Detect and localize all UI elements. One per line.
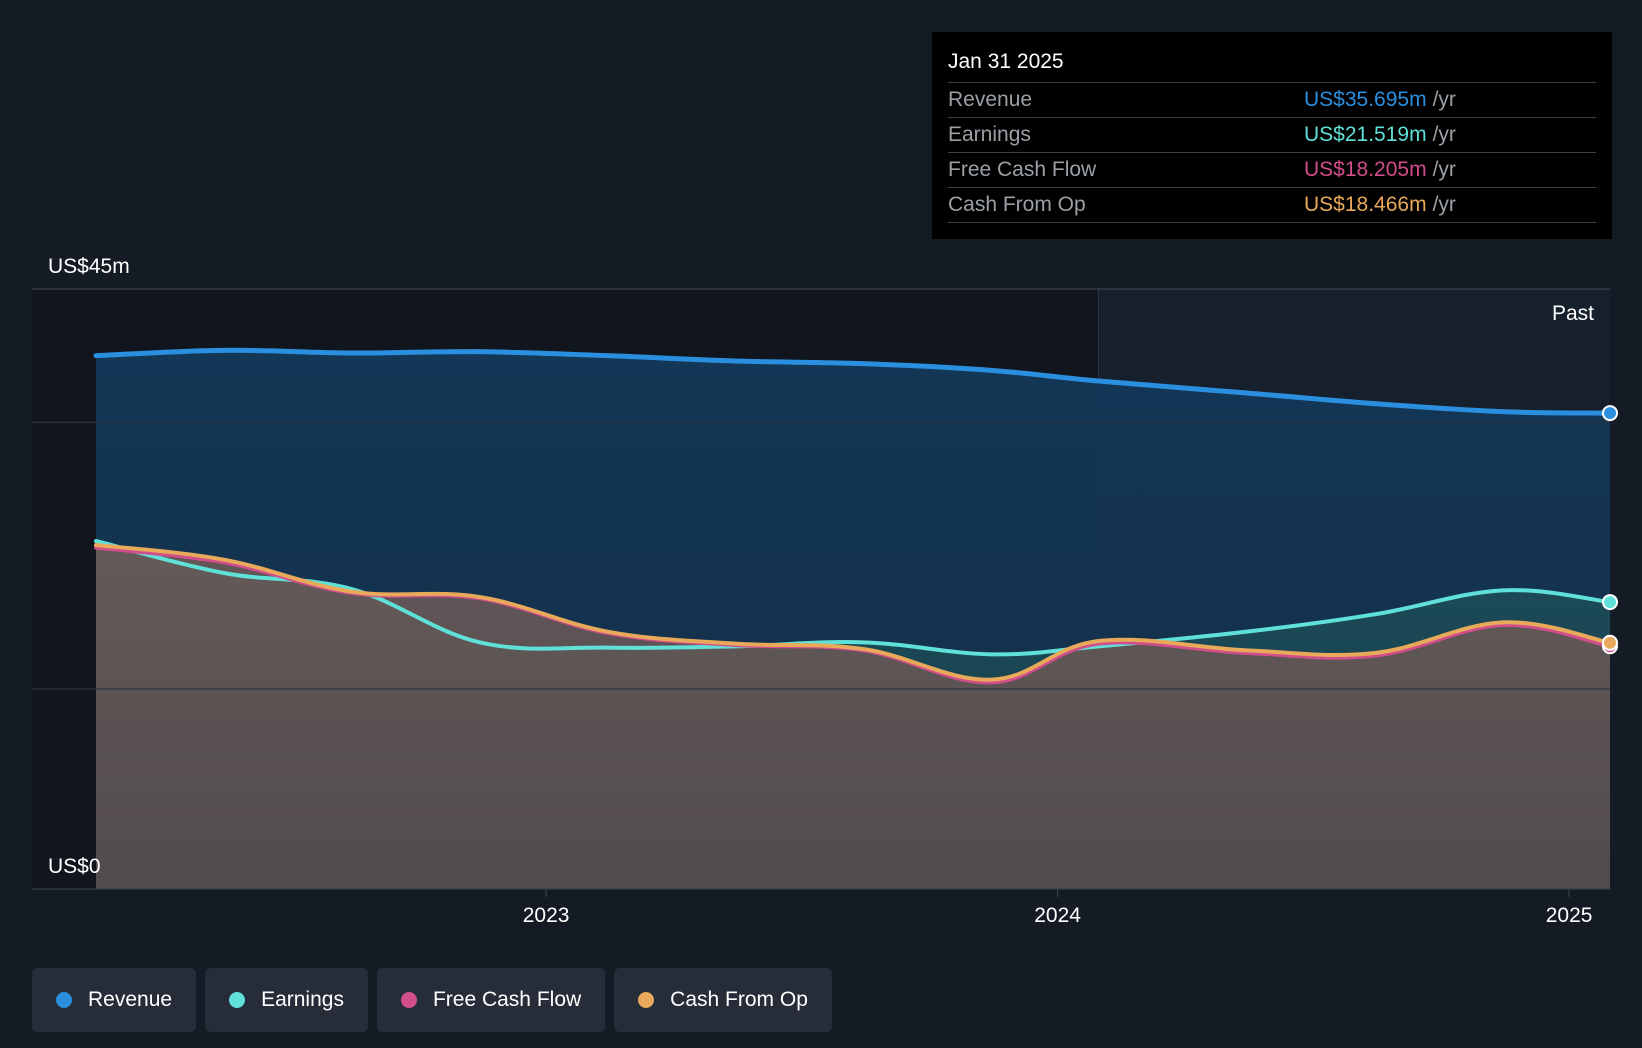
legend-item-revenue[interactable]: Revenue (32, 968, 197, 1032)
tooltip-label: Earnings (948, 123, 1031, 146)
tooltip-row-revenue: Revenue US$35.695m/yr (948, 83, 1596, 118)
legend-label: Earnings (261, 988, 344, 1011)
tooltip-label: Revenue (948, 88, 1033, 111)
cash-from-op-dot-icon (638, 992, 655, 1008)
legend-item-earnings[interactable]: Earnings (205, 968, 368, 1032)
y-tick-label: US$45m (48, 255, 130, 278)
tooltip-value: US$35.695m/yr (1304, 88, 1456, 111)
endpoint-earnings (1602, 594, 1618, 611)
legend: Revenue Earnings Free Cash Flow Cash Fro… (32, 968, 832, 1032)
x-tick-label: 2024 (1034, 904, 1081, 927)
x-tick-label: 2025 (1546, 904, 1593, 927)
endpoint-revenue (1602, 405, 1618, 422)
tooltip-row-earnings: Earnings US$21.519m/yr (948, 118, 1596, 153)
tooltip-value: US$21.519m/yr (1304, 123, 1456, 146)
tooltip-label: Free Cash Flow (948, 158, 1097, 181)
legend-label: Free Cash Flow (432, 988, 582, 1011)
legend-item-free-cash-flow[interactable]: Free Cash Flow (376, 968, 606, 1032)
line-cash-from-op (94, 543, 1612, 682)
revenue-dot-icon (56, 992, 72, 1008)
tooltip-panel: Jan 31 2025 Revenue US$35.695m/yr Earnin… (932, 32, 1612, 239)
tooltip-label: Cash From Op (948, 193, 1086, 216)
legend-label: Cash From Op (670, 988, 808, 1011)
tooltip-row-free-cash-flow: Free Cash Flow US$18.205m/yr (948, 153, 1596, 188)
tooltip-date: Jan 31 2025 (948, 46, 1596, 83)
legend-label: Revenue (88, 988, 173, 1011)
earnings-dot-icon (229, 992, 246, 1008)
free-cash-flow-dot-icon (400, 992, 417, 1008)
y-tick-label: US$0 (48, 855, 101, 878)
endpoint-cash-from-op (1602, 634, 1618, 651)
tooltip-row-cash-from-op: Cash From Op US$18.466m/yr (948, 188, 1596, 223)
x-tick-label: 2023 (523, 904, 570, 927)
line-earnings (94, 539, 1612, 657)
legend-item-cash-from-op[interactable]: Cash From Op (614, 968, 832, 1032)
line-revenue (93, 347, 1613, 416)
tooltip-value: US$18.466m/yr (1304, 193, 1456, 216)
tooltip-value: US$18.205m/yr (1304, 158, 1456, 181)
past-label: Past (1552, 302, 1594, 325)
